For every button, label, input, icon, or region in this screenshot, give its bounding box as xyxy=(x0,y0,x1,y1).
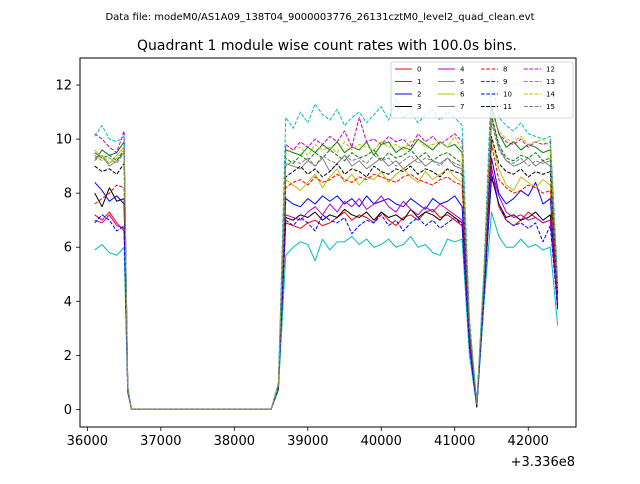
y-tick-label: 6 xyxy=(64,241,72,256)
series-line-14 xyxy=(94,111,559,410)
legend-label-4: 4 xyxy=(460,66,465,74)
axes-frame xyxy=(79,57,577,428)
legend-label-3: 3 xyxy=(417,103,421,111)
x-tick-label: 40000 xyxy=(361,434,402,449)
legend-label-9: 9 xyxy=(503,78,507,86)
series-line-5 xyxy=(94,211,559,410)
legend-box xyxy=(390,61,574,119)
legend-label-13: 13 xyxy=(546,78,555,86)
legend-label-6: 6 xyxy=(460,91,465,99)
plot-area: 36000 37000 38000 39000 40000 41000 42000 0 2 4 6 8… xyxy=(55,57,577,449)
legend-label-2: 2 xyxy=(417,91,421,99)
legend-label-8: 8 xyxy=(503,66,507,74)
chart-title: Quadrant 1 module wise count rates with … xyxy=(137,38,517,54)
legend-label-12: 12 xyxy=(546,66,555,74)
x-tick-label: 41000 xyxy=(434,434,475,449)
x-tick-label: 39000 xyxy=(287,434,328,449)
series-line-13 xyxy=(94,76,559,410)
x-tick-label: 38000 xyxy=(214,434,255,449)
y-tick-label: 4 xyxy=(64,295,72,310)
y-tick-label: 8 xyxy=(64,187,72,202)
x-tick-label: 37000 xyxy=(140,434,181,449)
legend-label-1: 1 xyxy=(417,78,421,86)
legend-label-15: 15 xyxy=(546,103,555,111)
suptitle: Data file: modeM0/AS1A09_138T04_90000037… xyxy=(105,12,534,23)
x-tick-label: 42000 xyxy=(508,434,549,449)
y-tick-label: 12 xyxy=(55,79,72,94)
legend-label-14: 14 xyxy=(546,91,555,99)
legend-label-0: 0 xyxy=(417,66,421,74)
legend-label-7: 7 xyxy=(460,103,464,111)
x-tick-label: 36000 xyxy=(67,434,108,449)
y-tick-label: 10 xyxy=(55,133,72,148)
y-tick-label: 2 xyxy=(64,349,72,364)
legend-label-5: 5 xyxy=(460,78,464,86)
series-line-15 xyxy=(94,122,559,410)
y-tick-label: 0 xyxy=(64,403,72,418)
legend-label-11: 11 xyxy=(503,103,512,111)
legend-label-10: 10 xyxy=(503,91,512,99)
x-offset-label: +3.336e8 xyxy=(511,455,575,470)
